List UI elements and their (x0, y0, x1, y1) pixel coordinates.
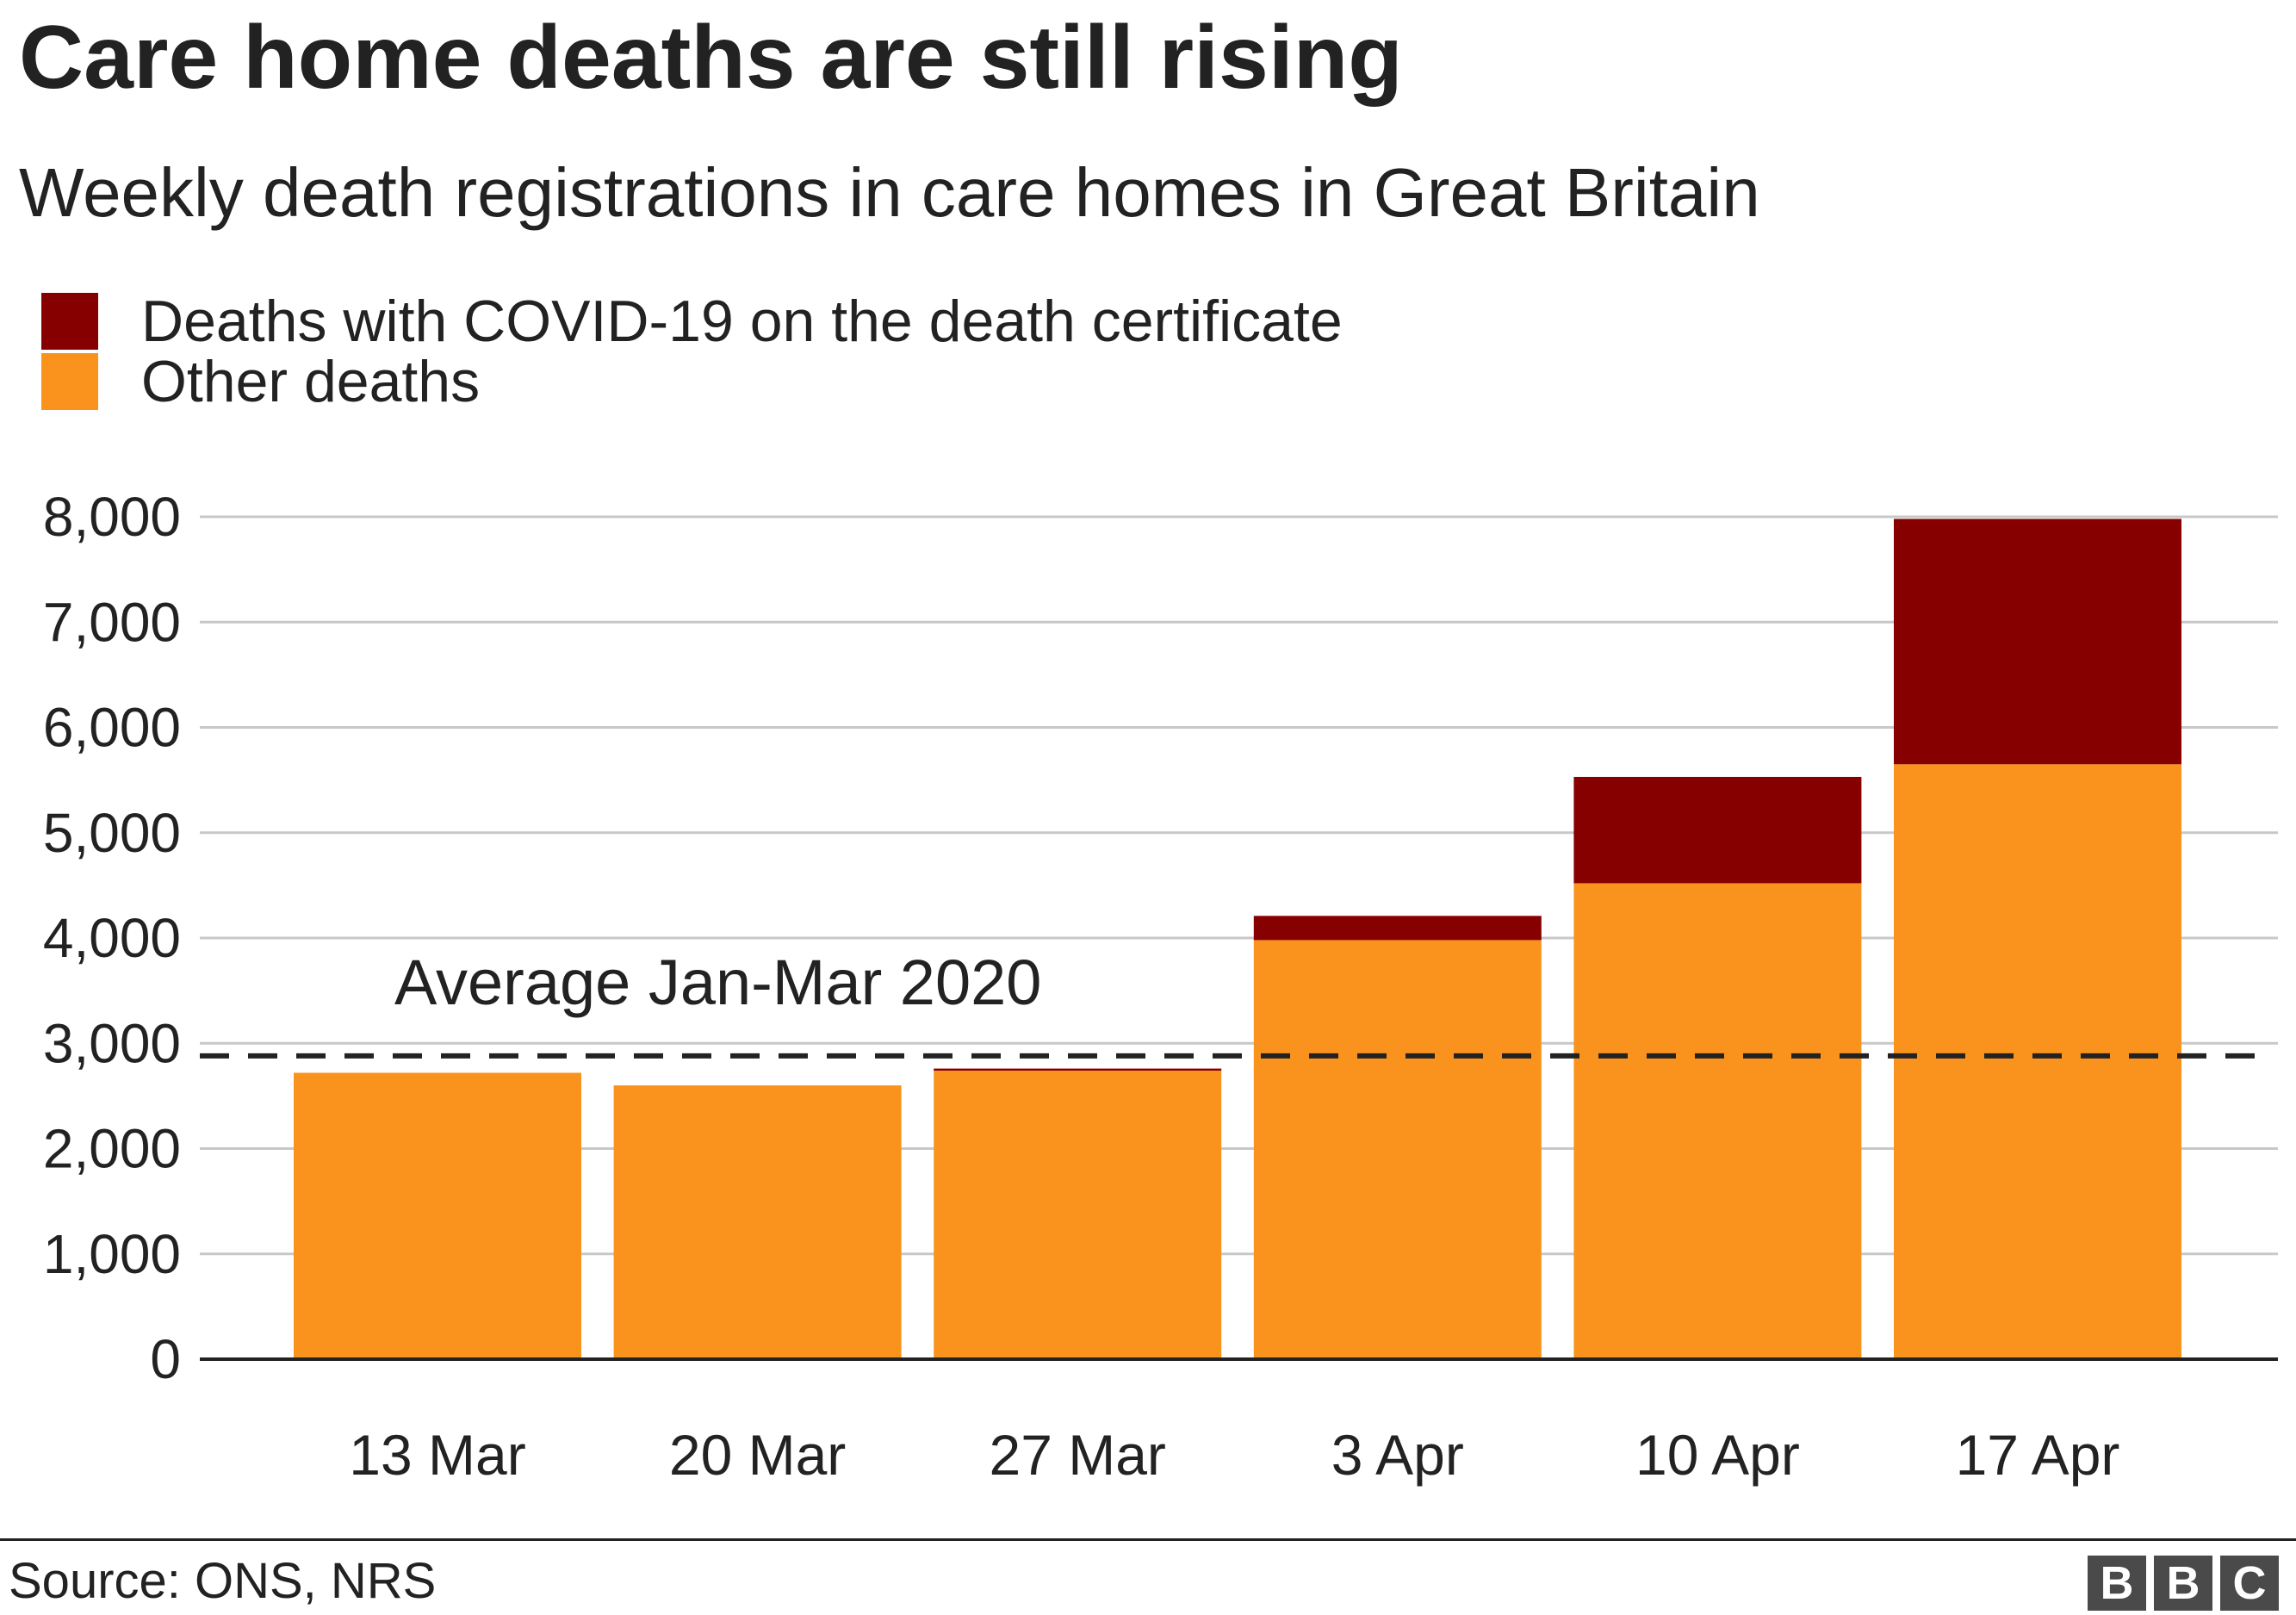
legend-swatch-other (41, 353, 98, 410)
y-tick-label: 6,000 (43, 697, 181, 759)
x-tick-label: 3 Apr (1331, 1423, 1464, 1487)
y-tick-label: 1,000 (43, 1223, 181, 1285)
x-tick-label: 20 Mar (669, 1423, 846, 1487)
y-tick-label: 3,000 (43, 1012, 181, 1074)
bar-other-deaths (613, 1085, 902, 1359)
source-note: Source: ONS, NRS (9, 1553, 437, 1609)
y-tick-label: 2,000 (43, 1118, 181, 1180)
y-tick-label: 8,000 (43, 486, 181, 548)
legend: Deaths with COVID-19 on the death certif… (41, 289, 1343, 414)
legend-item-other: Other deaths (41, 349, 1343, 414)
bar-chart: 0 1,000 2,000 3,000 4,000 5,000 6,000 7,000 8,00… (43, 486, 2278, 1487)
legend-item-covid: Deaths with COVID-19 on the death certif… (41, 289, 1343, 354)
x-tick-label: 13 Mar (349, 1423, 525, 1487)
bar-other-deaths (294, 1072, 581, 1359)
chart-title: Care home deaths are still rising (19, 8, 1403, 108)
bar-covid-deaths (1253, 916, 1542, 941)
bbc-logo-letter: B (2154, 1556, 2212, 1611)
legend-swatch-covid (41, 293, 98, 350)
x-tick-label: 10 Apr (1635, 1423, 1800, 1487)
y-tick-label: 4,000 (43, 907, 181, 969)
bbc-logo-letter: B (2088, 1556, 2146, 1611)
bar-other-deaths (1573, 883, 1862, 1359)
x-tick-label: 17 Apr (1956, 1423, 2120, 1487)
x-tick-label: 27 Mar (989, 1423, 1165, 1487)
chart-subtitle: Weekly death registrations in care homes… (19, 154, 1760, 231)
y-tick-label: 7,000 (43, 591, 181, 653)
bbc-logo: B B C (2088, 1556, 2279, 1611)
y-tick-label: 0 (150, 1328, 181, 1390)
legend-label-other: Other deaths (141, 349, 481, 414)
bar-other-deaths (1253, 940, 1542, 1359)
average-reference-label: Average Jan-Mar 2020 (394, 947, 1041, 1018)
bar-covid-deaths (934, 1068, 1222, 1071)
bar-covid-deaths (1573, 776, 1862, 884)
y-tick-label: 5,000 (43, 802, 181, 864)
legend-label-covid: Deaths with COVID-19 on the death certif… (141, 289, 1343, 354)
footer-divider (0, 1538, 2296, 1541)
bar-other-deaths (934, 1071, 1222, 1359)
bar-covid-deaths (1894, 519, 2181, 765)
bar-other-deaths (1894, 764, 2181, 1359)
bbc-logo-letter: C (2220, 1556, 2279, 1611)
